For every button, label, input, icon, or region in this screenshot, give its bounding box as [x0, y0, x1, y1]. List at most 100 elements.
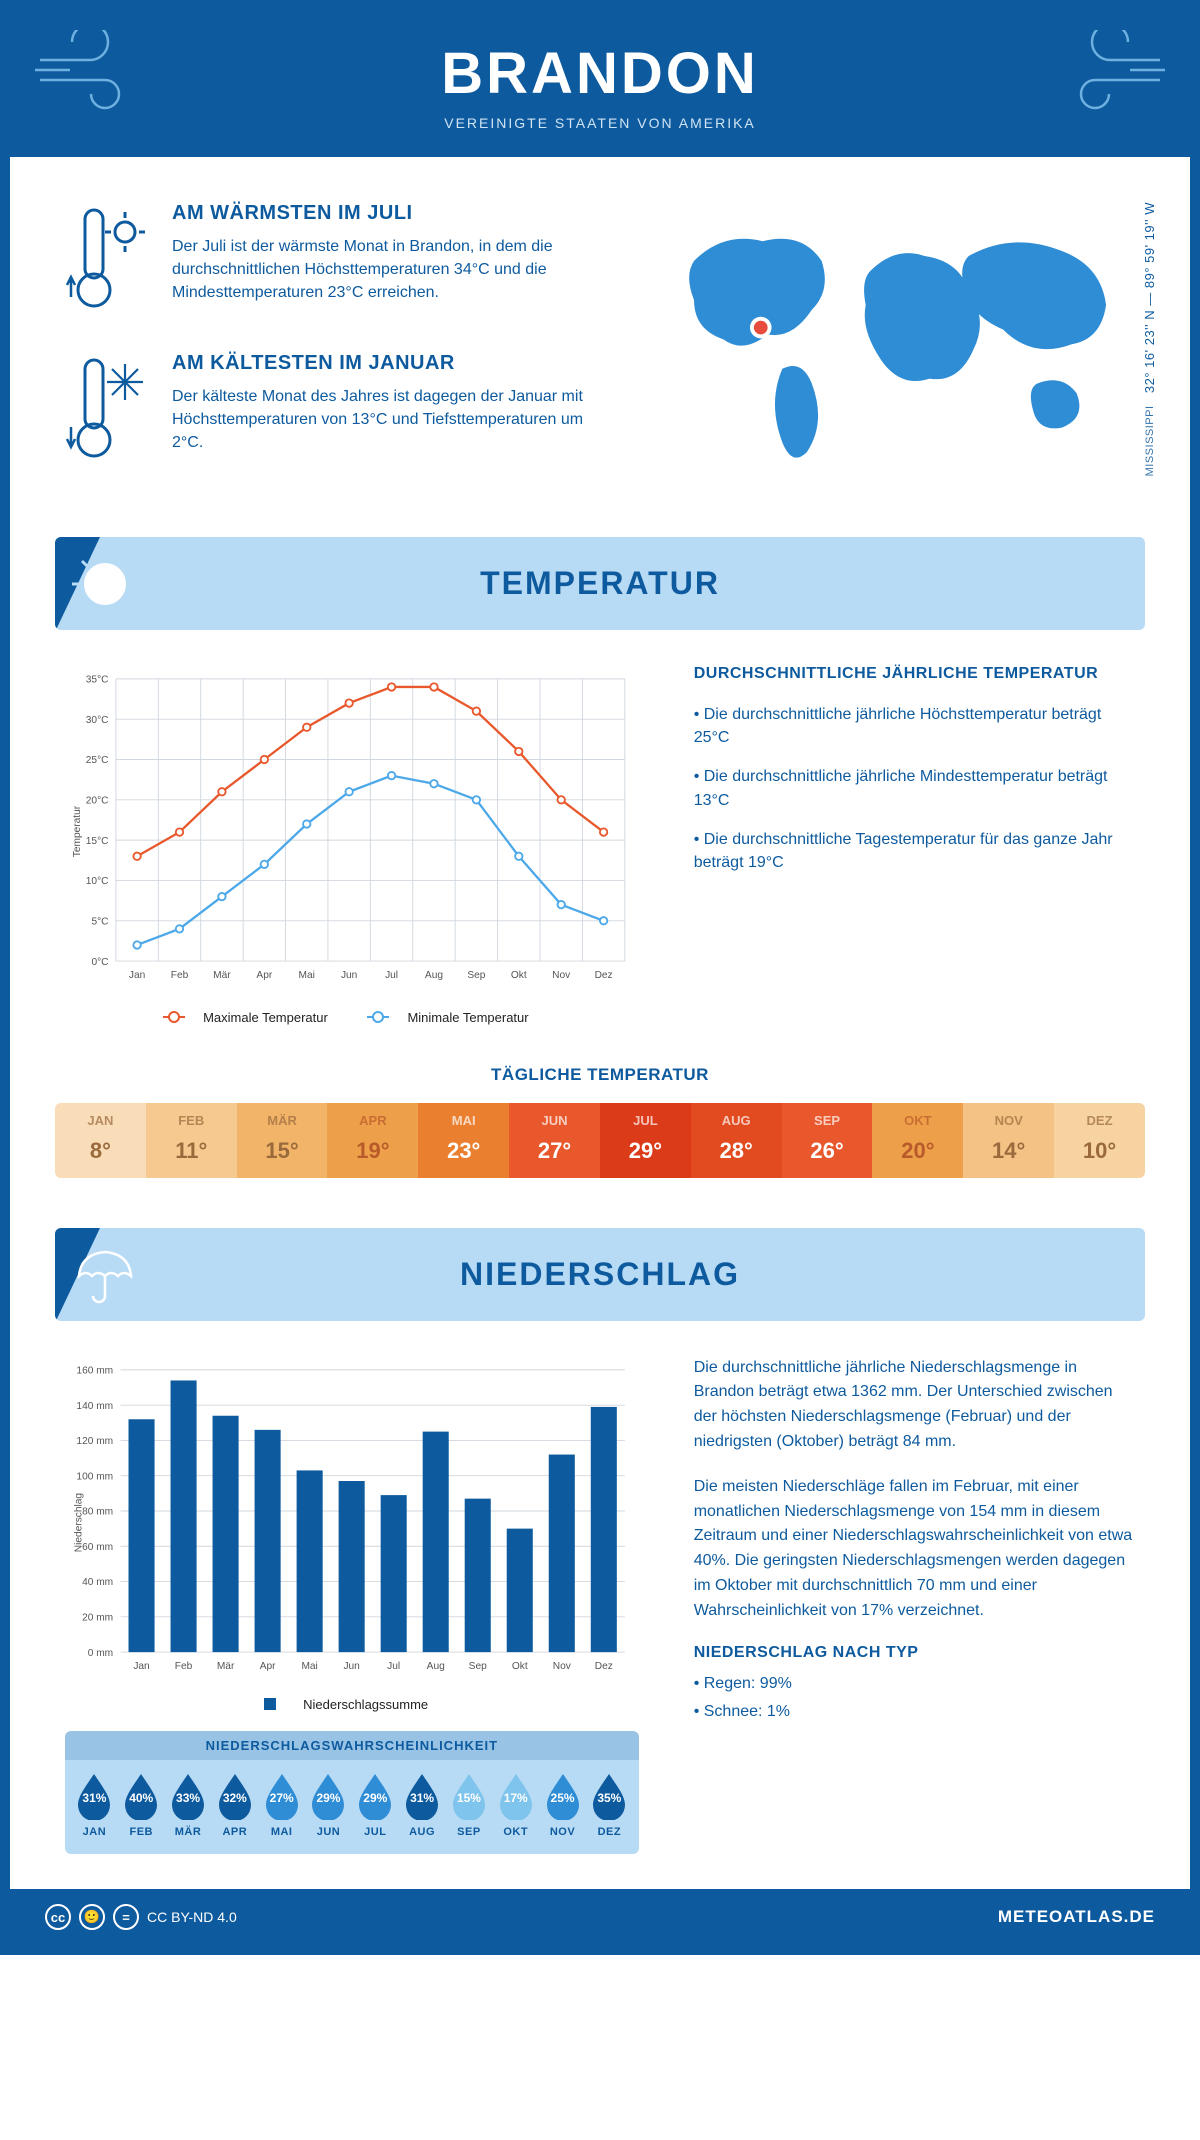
precip-para-2: Die meisten Niederschläge fallen im Febr…	[694, 1475, 1135, 1624]
svg-text:Nov: Nov	[553, 1660, 572, 1671]
svg-text:Jan: Jan	[133, 1660, 149, 1671]
svg-text:20°C: 20°C	[86, 796, 109, 807]
heat-cell: AUG28°	[691, 1103, 782, 1178]
header: BRANDON VEREINIGTE STAATEN VON AMERIKA	[10, 10, 1190, 157]
temp-info-title: DURCHSCHNITTLICHE JÄHRLICHE TEMPERATUR	[694, 665, 1135, 683]
svg-text:0°C: 0°C	[91, 957, 108, 968]
prob-cell: 25%NOV	[539, 1772, 586, 1838]
wind-icon	[30, 30, 150, 120]
svg-text:Aug: Aug	[425, 970, 443, 981]
temperature-line-chart: 0°C 5°C 10°C 15°C 20°C 25°C 30°C 35°C Jan Feb Mär A…	[65, 665, 639, 998]
prob-cell: 17%OKT	[492, 1772, 539, 1838]
svg-text:Mär: Mär	[213, 970, 231, 981]
svg-text:160 mm: 160 mm	[76, 1365, 113, 1376]
svg-text:30°C: 30°C	[86, 715, 109, 726]
svg-text:Sep: Sep	[467, 970, 485, 981]
warmest-fact: AM WÄRMSTEN IM JULI Der Juli ist der wär…	[65, 202, 605, 317]
svg-text:Niederschlag: Niederschlag	[74, 1493, 85, 1552]
precip-type-2: • Schnee: 1%	[694, 1700, 1135, 1725]
heat-cell: JUN27°	[509, 1103, 600, 1178]
heat-cell: SEP26°	[782, 1103, 873, 1178]
svg-text:35°C: 35°C	[86, 675, 109, 686]
precip-type-title: NIEDERSCHLAG NACH TYP	[694, 1644, 1135, 1662]
heat-cell: MAI23°	[418, 1103, 509, 1178]
heat-cell: APR19°	[327, 1103, 418, 1178]
svg-text:Mai: Mai	[301, 1660, 317, 1671]
prob-cell: 33%MÄR	[165, 1772, 212, 1838]
daily-temp-heatstrip: JAN8°FEB11°MÄR15°APR19°MAI23°JUN27°JUL29…	[55, 1103, 1145, 1178]
precipitation-band: NIEDERSCHLAG	[55, 1228, 1145, 1321]
nd-icon: =	[113, 1904, 139, 1930]
prob-title: NIEDERSCHLAGSWAHRSCHEINLICHKEIT	[65, 1731, 639, 1760]
svg-text:Temperatur: Temperatur	[72, 805, 83, 857]
svg-text:Sep: Sep	[469, 1660, 487, 1671]
thermometer-warm-icon	[65, 202, 150, 317]
coldest-title: AM KÄLTESTEN IM JANUAR	[172, 352, 605, 375]
heat-cell: OKT20°	[872, 1103, 963, 1178]
svg-text:20 mm: 20 mm	[82, 1612, 113, 1623]
precip-probability-box: NIEDERSCHLAGSWAHRSCHEINLICHKEIT 31%JAN40…	[65, 1731, 639, 1854]
svg-text:Feb: Feb	[175, 1660, 193, 1671]
prob-cell: 29%JUN	[305, 1772, 352, 1838]
warmest-title: AM WÄRMSTEN IM JULI	[172, 202, 605, 225]
precipitation-bar-chart: 0 mm20 mm40 mm60 mm80 mm100 mm120 mm140 …	[65, 1356, 639, 1689]
page-subtitle: VEREINIGTE STAATEN VON AMERIKA	[10, 115, 1190, 131]
precip-type-1: • Regen: 99%	[694, 1672, 1135, 1697]
svg-text:120 mm: 120 mm	[76, 1436, 113, 1447]
temp-info-2: • Die durchschnittliche jährliche Mindes…	[694, 765, 1135, 811]
prob-cell: 31%JAN	[71, 1772, 118, 1838]
heat-cell: FEB11°	[146, 1103, 237, 1178]
svg-text:0 mm: 0 mm	[88, 1647, 113, 1658]
svg-text:40 mm: 40 mm	[82, 1577, 113, 1588]
precip-legend: Niederschlagssumme	[65, 1697, 639, 1714]
precip-para-1: Die durchschnittliche jährliche Niedersc…	[694, 1356, 1135, 1455]
warmest-text: Der Juli ist der wärmste Monat in Brando…	[172, 235, 605, 305]
svg-text:Apr: Apr	[260, 1660, 276, 1671]
prob-cell: 32%APR	[211, 1772, 258, 1838]
heat-cell: JUL29°	[600, 1103, 691, 1178]
svg-text:Jul: Jul	[385, 970, 398, 981]
daily-temp-title: TÄGLICHE TEMPERATUR	[10, 1065, 1190, 1085]
temperature-band: TEMPERATUR	[55, 537, 1145, 630]
prob-cell: 15%SEP	[446, 1772, 493, 1838]
temp-info-3: • Die durchschnittliche Tagestemperatur …	[694, 828, 1135, 874]
svg-text:10°C: 10°C	[86, 876, 109, 887]
heat-cell: JAN8°	[55, 1103, 146, 1178]
thermometer-cold-icon	[65, 352, 150, 467]
svg-text:5°C: 5°C	[91, 916, 108, 927]
svg-text:80 mm: 80 mm	[82, 1506, 113, 1517]
brand-label: METEOATLAS.DE	[998, 1907, 1155, 1927]
umbrella-icon	[70, 1240, 140, 1318]
temp-info-1: • Die durchschnittliche jährliche Höchst…	[694, 703, 1135, 749]
svg-text:140 mm: 140 mm	[76, 1400, 113, 1411]
svg-text:Apr: Apr	[256, 970, 272, 981]
prob-cell: 27%MAI	[258, 1772, 305, 1838]
heat-cell: DEZ10°	[1054, 1103, 1145, 1178]
svg-text:Feb: Feb	[171, 970, 189, 981]
svg-text:Okt: Okt	[511, 970, 527, 981]
footer: cc 🙂 = CC BY-ND 4.0 METEOATLAS.DE	[10, 1889, 1190, 1945]
coordinates: MISSISSIPPI 32° 16' 23'' N — 89° 59' 19'…	[1142, 202, 1157, 476]
temp-legend: Maximale Temperatur Minimale Temperatur	[65, 1006, 639, 1025]
prob-cell: 35%DEZ	[586, 1772, 633, 1838]
svg-text:25°C: 25°C	[86, 755, 109, 766]
license-badge: cc 🙂 = CC BY-ND 4.0	[45, 1904, 237, 1930]
svg-text:Nov: Nov	[552, 970, 571, 981]
svg-text:Dez: Dez	[595, 970, 613, 981]
svg-text:Okt: Okt	[512, 1660, 528, 1671]
sun-icon	[70, 549, 140, 627]
svg-text:Dez: Dez	[595, 1660, 613, 1671]
wind-icon	[1050, 30, 1170, 120]
svg-text:Jun: Jun	[341, 970, 357, 981]
svg-text:Mai: Mai	[299, 970, 315, 981]
prob-cell: 29%JUL	[352, 1772, 399, 1838]
cc-icon: cc	[45, 1904, 71, 1930]
svg-text:Jun: Jun	[343, 1660, 359, 1671]
svg-text:Mär: Mär	[217, 1660, 235, 1671]
svg-text:Aug: Aug	[427, 1660, 445, 1671]
prob-cell: 31%AUG	[399, 1772, 446, 1838]
svg-text:Jul: Jul	[387, 1660, 400, 1671]
svg-text:Jan: Jan	[129, 970, 145, 981]
svg-text:15°C: 15°C	[86, 836, 109, 847]
prob-cell: 40%FEB	[118, 1772, 165, 1838]
